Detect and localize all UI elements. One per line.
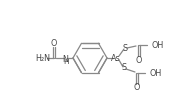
Text: N: N <box>63 54 68 64</box>
Text: S: S <box>122 43 127 53</box>
Text: As: As <box>111 53 121 63</box>
Text: S: S <box>121 64 127 73</box>
Text: O: O <box>134 84 140 92</box>
Text: H: H <box>63 60 68 66</box>
Text: O: O <box>51 39 57 47</box>
Text: OH: OH <box>151 40 163 50</box>
Text: O: O <box>136 56 142 64</box>
Text: H₂N: H₂N <box>36 53 51 63</box>
Text: OH: OH <box>149 68 161 77</box>
